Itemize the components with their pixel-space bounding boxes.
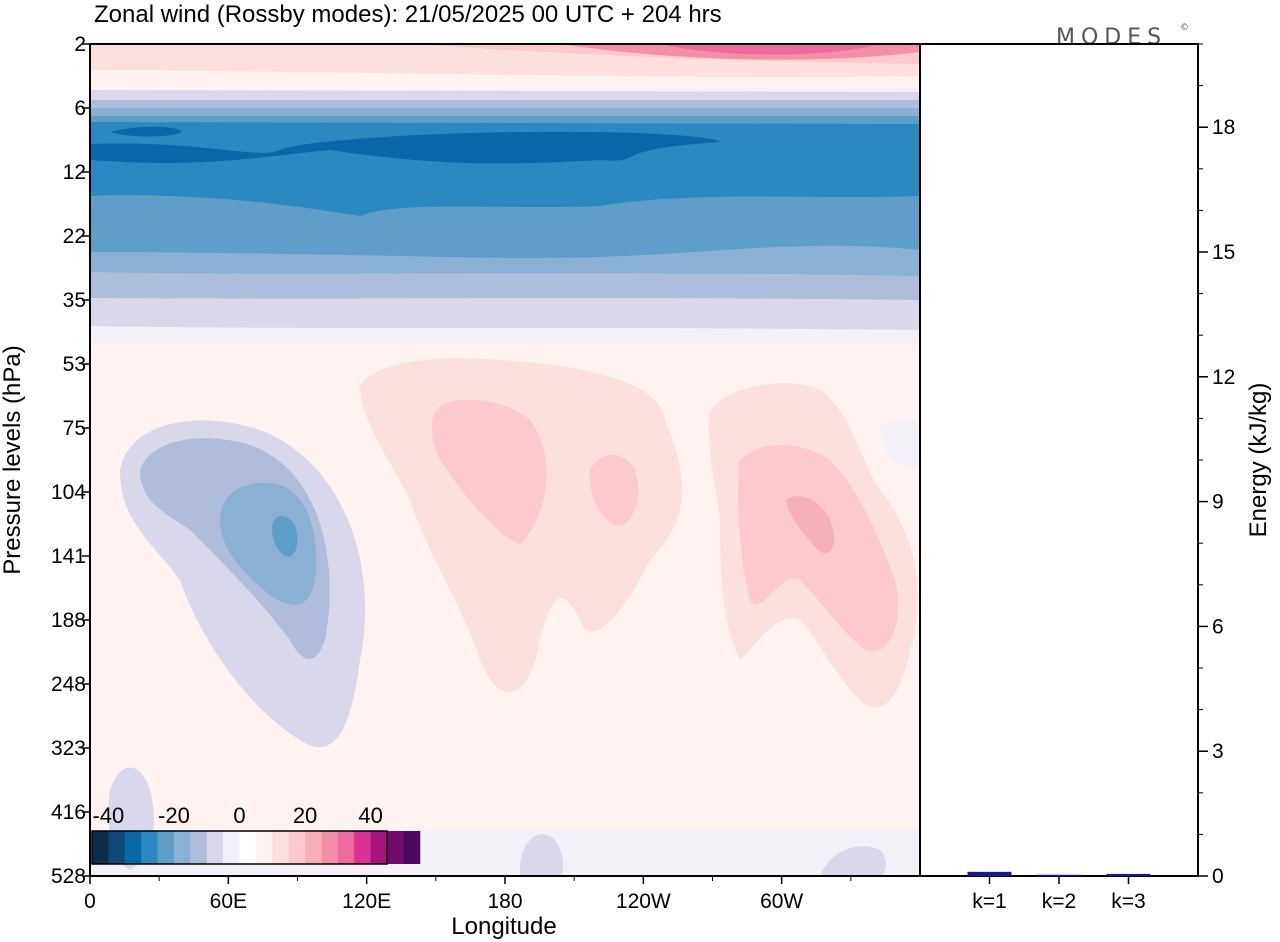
x-tick-label: 60E [210,890,247,913]
colorbar-swatch [92,831,109,864]
colorbar-swatch [157,831,175,864]
y-tick-label: 75 [63,417,86,440]
y-tick-label: 53 [63,353,86,376]
colorbar-swatch [321,831,339,864]
colorbar-swatch [370,831,388,864]
energy-bar [1106,873,1151,876]
x-tick-label: 180 [487,890,522,913]
y-tick-label: 141 [51,545,86,568]
heatmap-field [90,44,920,876]
colorbar-swatch [141,831,159,864]
colorbar-swatch [403,831,421,864]
energy-tick-label: 12 [1212,366,1235,389]
colorbar-swatch [272,831,290,864]
energy-tick-label: 6 [1212,615,1224,638]
colorbar-tick-label: 0 [233,803,245,828]
energy-panel-frame [919,43,1199,877]
energy-tick-label: 9 [1212,491,1224,514]
x-tick-label: 120W [616,890,671,913]
energy-tick-label: 3 [1212,740,1224,763]
energy-bar [1037,874,1081,877]
y-tick-label: 104 [51,481,86,504]
colorbar-swatch [255,831,273,864]
y-tick-label: 12 [63,161,86,184]
colorbar-swatch [239,831,257,864]
energy-bar [967,871,1012,876]
y-tick-label: 188 [51,609,86,632]
x-tick-label: 120E [342,890,391,913]
y-tick-label: 22 [63,225,86,248]
y-tick-label: 2 [74,33,86,56]
energy-tick-label: 18 [1212,116,1235,139]
energy-tick-label: 0 [1212,865,1224,888]
colorbar-tick-label: -20 [158,803,190,828]
colorbar-swatch [124,831,142,864]
energy-x-axis: k=1 k=2 k=3 [972,876,1146,913]
colorbar-swatch [305,831,322,864]
energy-y-axis: 0 3 6 9 12 15 18 [1198,43,1235,888]
x-tick-label: 0 [84,890,96,913]
energy-bars [967,871,1151,877]
colorbar-tick-label: 20 [293,803,317,828]
colorbar: -40 -20 0 20 40 [91,803,421,865]
energy-x-tick-label: k=2 [1042,890,1076,913]
colorbar-tick-label: 40 [358,803,382,828]
x-tick-label: 60W [760,890,803,913]
colorbar-tick-label: -40 [92,803,124,828]
energy-axis-label: Energy (kJ/kg) [1245,383,1272,538]
y-tick-label: 248 [51,673,86,696]
y-tick-label: 416 [51,801,86,824]
energy-x-tick-label: k=3 [1111,890,1145,913]
energy-x-tick-label: k=1 [972,890,1006,913]
colorbar-swatch [173,831,191,864]
energy-tick-label: 15 [1212,241,1235,264]
colorbar-swatch [223,831,240,864]
colorbar-frame [91,830,388,865]
colorbar-swatch [108,831,126,864]
heatmap-x-axis: 0 60E 120E 180 120W 60W [84,876,852,913]
heatmap-y-axis: 2 6 12 22 35 53 75 104 141 188 248 323 416 528 [51,33,90,888]
x-axis-label: Longitude [451,913,556,940]
colorbar-swatch [206,831,224,864]
chart-title: Zonal wind (Rossby modes): 21/05/2025 00… [94,1,722,28]
colorbar-swatch [354,831,372,864]
colorbar-swatch [387,831,404,864]
y-tick-label: 323 [51,737,86,760]
colorbar-swatch [337,831,355,864]
colorbar-swatch [288,831,306,864]
svg-text:©: © [1180,23,1189,33]
y-tick-label: 528 [51,865,86,888]
y-tick-label: 35 [63,289,86,312]
colorbar-swatch [190,831,208,864]
y-tick-label: 6 [74,97,86,120]
y-axis-label: Pressure levels (hPa) [0,345,26,574]
